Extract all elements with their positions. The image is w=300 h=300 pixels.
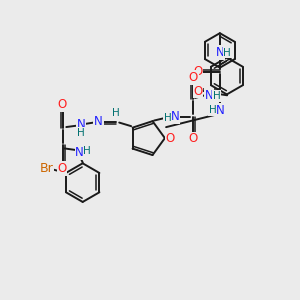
Text: O: O xyxy=(194,85,203,98)
Text: N: N xyxy=(205,89,213,102)
Text: H: H xyxy=(112,108,120,118)
Text: O: O xyxy=(58,162,67,175)
Text: O: O xyxy=(189,133,198,146)
Text: H: H xyxy=(77,128,85,138)
Text: N: N xyxy=(170,110,179,123)
Text: H: H xyxy=(208,106,216,116)
Text: H: H xyxy=(224,47,231,58)
Text: O: O xyxy=(58,98,67,111)
Text: O: O xyxy=(194,65,203,78)
Text: N: N xyxy=(75,146,84,159)
Text: Br: Br xyxy=(40,162,53,175)
Text: N: N xyxy=(215,46,224,59)
Text: O: O xyxy=(189,71,198,84)
Text: N: N xyxy=(215,104,224,117)
Text: H: H xyxy=(83,146,91,156)
Text: N: N xyxy=(77,118,85,131)
Text: H: H xyxy=(164,113,171,123)
Text: N: N xyxy=(94,115,103,128)
Text: H: H xyxy=(213,91,220,101)
Text: O: O xyxy=(166,132,175,145)
